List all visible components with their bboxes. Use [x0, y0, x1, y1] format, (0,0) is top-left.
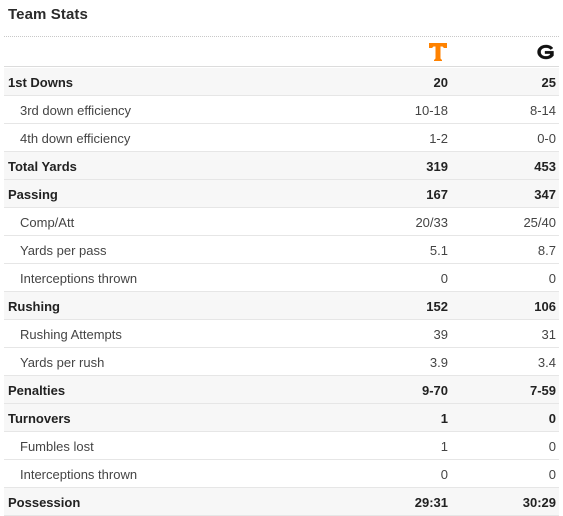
- sub-stat-row: Interceptions thrown 0 0: [4, 264, 559, 292]
- stat-label: Yards per rush: [20, 355, 105, 370]
- sub-stat-row: Yards per pass 5.1 8.7: [4, 236, 559, 264]
- stat-row: Passing 167 347: [4, 180, 559, 208]
- tennessee-value: 1-2: [429, 131, 448, 146]
- sub-stat-row: 3rd down efficiency 10-18 8-14: [4, 96, 559, 124]
- tennessee-value: 319: [426, 159, 448, 174]
- stat-row: Possession 29:31 30:29: [4, 488, 559, 516]
- stat-label: Turnovers: [8, 411, 71, 426]
- georgia-value: 8-14: [529, 103, 556, 118]
- georgia-value: 106: [534, 299, 556, 314]
- stat-label: Penalties: [8, 383, 66, 398]
- georgia-value: 0: [548, 271, 556, 286]
- stat-label: Comp/Att: [20, 215, 75, 230]
- tennessee-value: 0: [440, 271, 448, 286]
- tennessee-value: 20/33: [415, 215, 448, 230]
- tennessee-value: 1: [440, 439, 448, 454]
- stat-label: 4th down efficiency: [20, 131, 131, 146]
- sub-stat-row: Interceptions thrown 0 0: [4, 460, 559, 488]
- stat-label: Rushing: [8, 299, 60, 314]
- georgia-value: 0: [548, 411, 556, 426]
- team-header-row: [4, 36, 559, 67]
- tennessee-value: 0: [440, 467, 448, 482]
- tennessee-value: 29:31: [414, 495, 448, 510]
- stat-label: Passing: [8, 187, 58, 202]
- georgia-value: 25: [541, 75, 556, 90]
- stat-label: 3rd down efficiency: [20, 103, 132, 118]
- sub-stat-row: 4th down efficiency 1-2 0-0: [4, 124, 559, 152]
- georgia-logo-icon: [537, 44, 554, 60]
- tennessee-value: 9-70: [421, 383, 448, 398]
- tennessee-logo-icon: [429, 43, 447, 61]
- sub-stat-row: Fumbles lost 1 0: [4, 432, 559, 460]
- stat-row: Turnovers 1 0: [4, 404, 559, 432]
- tennessee-value: 10-18: [414, 103, 448, 118]
- panel-title: Team Stats: [8, 6, 88, 23]
- georgia-value: 0-0: [537, 131, 556, 146]
- tennessee-value: 152: [426, 299, 448, 314]
- tennessee-value: 167: [426, 187, 448, 202]
- sub-stat-row: Rushing Attempts 39 31: [4, 320, 559, 348]
- georgia-value: 0: [548, 467, 556, 482]
- sub-stat-row: Yards per rush 3.9 3.4: [4, 348, 559, 376]
- georgia-value: 7-59: [529, 383, 556, 398]
- tennessee-value: 39: [433, 327, 448, 342]
- stat-label: Rushing Attempts: [20, 327, 122, 342]
- tennessee-value: 3.9: [429, 355, 448, 370]
- georgia-value: 25/40: [523, 215, 556, 230]
- georgia-value: 0: [548, 439, 556, 454]
- sub-stat-row: Comp/Att 20/33 25/40: [4, 208, 559, 236]
- georgia-value: 347: [534, 187, 556, 202]
- stat-label: Interceptions thrown: [20, 467, 138, 482]
- georgia-value: 453: [534, 159, 556, 174]
- tennessee-value: 5.1: [429, 243, 448, 258]
- stat-row: Penalties 9-70 7-59: [4, 376, 559, 404]
- stat-row: Rushing 152 106: [4, 292, 559, 320]
- stat-row: 1st Downs 20 25: [4, 68, 559, 96]
- georgia-value: 8.7: [537, 243, 556, 258]
- georgia-value: 31: [541, 327, 556, 342]
- stat-label: Interceptions thrown: [20, 271, 138, 286]
- georgia-value: 30:29: [522, 495, 556, 510]
- tennessee-value: 1: [440, 411, 448, 426]
- stat-label: Possession: [8, 495, 81, 510]
- stat-label: Yards per pass: [20, 243, 107, 258]
- stat-label: Total Yards: [8, 159, 77, 174]
- stat-label: 1st Downs: [8, 75, 74, 90]
- tennessee-value: 20: [433, 75, 448, 90]
- stat-row: Total Yards 319 453: [4, 152, 559, 180]
- georgia-value: 3.4: [537, 355, 556, 370]
- stats-table: 1st Downs 20 25 3rd down efficiency 10-18 8-1…: [4, 68, 559, 516]
- stat-label: Fumbles lost: [20, 439, 94, 454]
